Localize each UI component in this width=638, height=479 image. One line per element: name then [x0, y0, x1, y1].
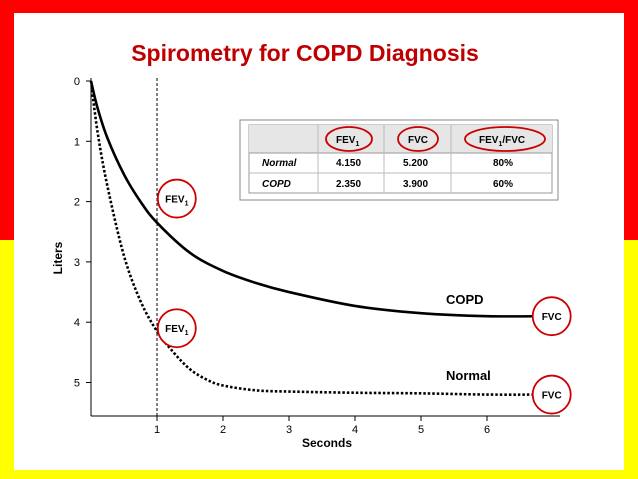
table-cell: 4.150: [336, 158, 361, 169]
y-tick-label: 5: [74, 378, 80, 390]
table-header-cell: FVC: [408, 135, 428, 146]
annotation-label: FVC: [542, 312, 562, 323]
table-cell: 60%: [493, 179, 513, 190]
x-tick-label: 5: [418, 424, 424, 436]
table-header-cell: FEV1: [336, 135, 359, 148]
annotation-label: FVC: [542, 391, 562, 402]
y-axis-title: Liters: [51, 241, 65, 274]
normal-curve: [89, 80, 547, 396]
table-header-row: [249, 125, 552, 153]
slide-title: Spirometry for COPD Diagnosis: [131, 40, 479, 66]
annotation-label: FEV1: [165, 195, 188, 208]
copd-curve-label: COPD: [446, 292, 484, 307]
fev1-header-circle: [325, 126, 373, 152]
ratio-header-circle: [464, 126, 546, 152]
spirometry-table: FEV1 FVC FEV1/FVC Normal 4.150 5.200 80%…: [239, 119, 559, 201]
annotation-circle: [531, 296, 572, 337]
table-cell: 3.900: [403, 179, 428, 190]
copd-curve: [89, 80, 547, 318]
normal-curve-label: Normal: [446, 368, 491, 383]
annotation-circles: FEV1 FEV1 FVC FVC: [156, 178, 572, 415]
annotation-label: FEV1: [165, 324, 188, 337]
annotation-circle: [531, 374, 572, 415]
x-tick-label: 2: [220, 424, 226, 436]
y-tick-label: 0: [74, 76, 80, 88]
table-cell: 80%: [493, 158, 513, 169]
table-cell-label: COPD: [262, 179, 291, 190]
slide-panel: [14, 13, 624, 470]
y-tick-label: 2: [74, 197, 80, 209]
x-axis-title: Seconds: [302, 436, 352, 450]
x-tick-label: 6: [484, 424, 490, 436]
y-tick-label: 1: [74, 136, 80, 148]
table-header-cell: FEV1/FVC: [479, 135, 525, 148]
table-cell-label: Normal: [262, 158, 297, 169]
table-cell: 2.350: [336, 179, 361, 190]
y-tick-label: 3: [74, 257, 80, 269]
table-cell: 5.200: [403, 158, 428, 169]
x-tick-label: 1: [154, 424, 160, 436]
y-tick-label: 4: [74, 317, 80, 329]
x-axis-ticks: 1 2 3 4 5 6: [154, 416, 490, 436]
x-tick-label: 4: [352, 424, 358, 436]
x-tick-label: 3: [286, 424, 292, 436]
annotation-circle: [156, 308, 197, 349]
annotation-circle: [156, 178, 197, 219]
fvc-header-circle: [397, 126, 439, 152]
y-axis-ticks: 0 1 2 3 4 5: [74, 76, 91, 390]
